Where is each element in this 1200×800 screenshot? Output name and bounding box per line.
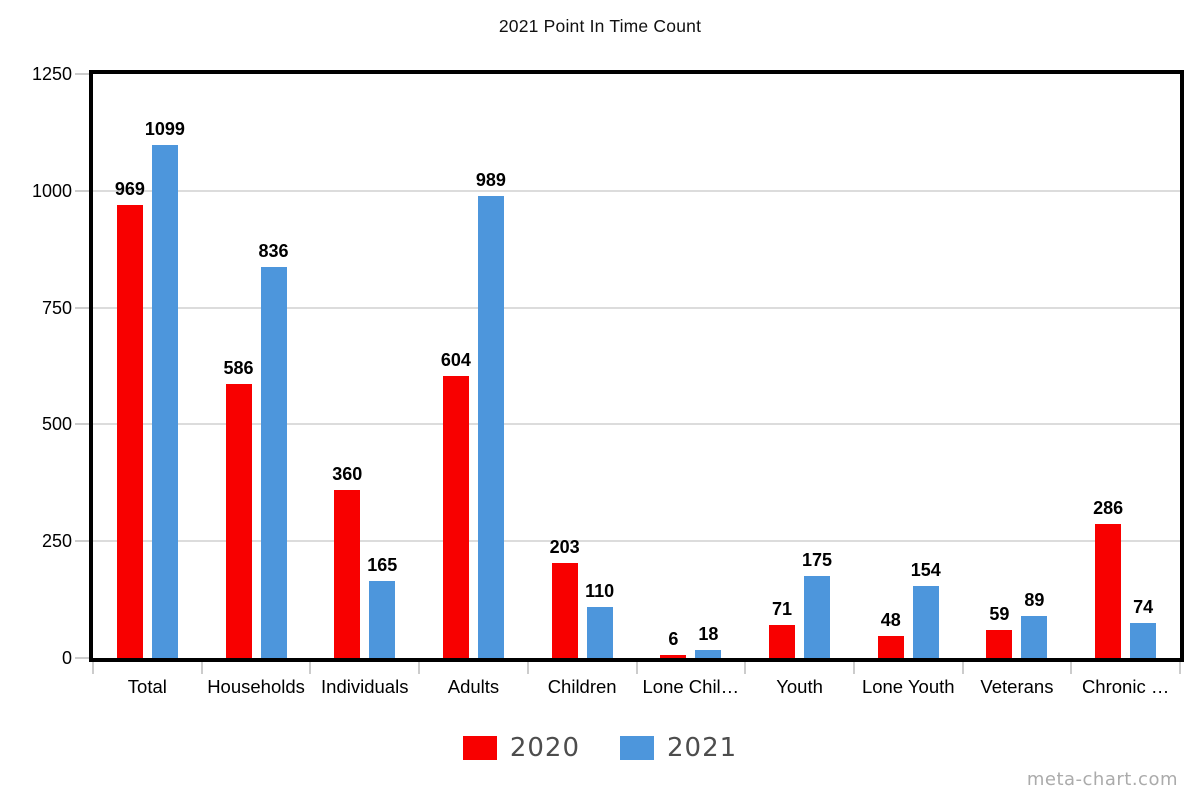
bar-value-label: 110 — [585, 581, 615, 601]
x-axis-tick-mark — [635, 662, 638, 674]
bar-value-label: 48 — [880, 610, 901, 630]
gridline — [93, 189, 1180, 192]
y-axis-tick-label: 1000 — [31, 180, 72, 201]
x-axis-tick-mark — [852, 662, 855, 674]
y-axis-tick-label: 250 — [41, 531, 72, 552]
bar-2021-Lone Youth — [912, 586, 939, 658]
x-axis-tick-mark — [961, 662, 964, 674]
bar-2021-Chronic … — [1130, 623, 1157, 658]
chart-title: 2021 Point In Time Count — [498, 16, 702, 36]
x-axis-category-label: Households — [207, 676, 305, 697]
bar-chart-plot-area: 969 1099 586 836 360 165 604 989 203 110 6 18 71 175 4… — [89, 70, 1184, 662]
bar-value-label: 89 — [1024, 590, 1045, 610]
bar-2020-Individuals — [334, 490, 361, 658]
bar-value-label: 154 — [910, 560, 941, 580]
x-axis-tick-mark — [744, 662, 747, 674]
bar-value-label: 18 — [698, 624, 719, 644]
x-axis-category-label: Veterans — [980, 676, 1054, 697]
x-axis-category-label: Individuals — [321, 676, 409, 697]
x-axis-category-label: Total — [127, 676, 167, 697]
x-axis-tick-mark — [418, 662, 421, 674]
chart-legend: 2020 2021 — [0, 733, 1200, 763]
bar-2021-Youth — [804, 576, 831, 658]
bar-value-label: 836 — [258, 241, 289, 261]
y-axis-tick-label: 750 — [41, 297, 72, 318]
bar-value-label: 1099 — [144, 119, 185, 139]
y-axis-tick-mark — [75, 657, 89, 659]
bar-2020-Adults — [442, 376, 469, 658]
legend-item-2021: 2021 — [620, 733, 737, 763]
gridline — [93, 540, 1180, 543]
legend-item-2020: 2020 — [462, 733, 580, 763]
y-axis-tick-label: 500 — [41, 414, 72, 435]
bar-value-label: 71 — [772, 599, 793, 619]
x-axis-category-label: Chronic … — [1081, 676, 1170, 697]
gridline — [93, 306, 1180, 309]
legend-swatch-2021 — [620, 736, 654, 760]
x-axis-tick-mark — [92, 662, 94, 674]
bar-2020-Lone Youth — [877, 636, 904, 658]
x-axis-category-label: Lone Chil… — [642, 676, 740, 697]
x-axis-category-label: Youth — [776, 676, 823, 697]
bar-value-label: 175 — [802, 550, 833, 570]
bar-value-label: 360 — [332, 464, 363, 484]
bar-2020-Households — [225, 384, 252, 658]
bar-2020-Children — [551, 563, 578, 658]
x-axis-category-label: Lone Youth — [861, 676, 955, 697]
x-axis-tick-mark — [526, 662, 529, 674]
bar-value-label: 604 — [440, 350, 471, 370]
bar-2021-Adults — [477, 196, 504, 658]
y-axis-tick-mark — [75, 540, 89, 543]
y-axis-tick-label: 1250 — [31, 64, 72, 84]
bar-2021-Lone Chil… — [695, 650, 722, 658]
bar-2020-Veterans — [986, 630, 1013, 658]
x-axis-tick-mark — [309, 662, 312, 674]
bar-2021-Children — [586, 607, 613, 658]
bar-value-label: 286 — [1093, 498, 1124, 518]
bar-value-label: 6 — [668, 629, 679, 649]
bar-2020-Lone Chil… — [660, 655, 687, 658]
x-axis-tick-mark — [1179, 662, 1181, 674]
bar-value-label: 59 — [989, 604, 1010, 624]
bar-2021-Total — [151, 145, 178, 658]
y-axis-tick-mark — [75, 189, 89, 192]
legend-label-2021: 2021 — [667, 733, 738, 763]
x-axis-tick-mark — [1070, 662, 1073, 674]
x-axis-tick-mark — [200, 662, 203, 674]
y-axis-tick-mark — [75, 423, 89, 426]
bar-value-label: 989 — [475, 170, 506, 190]
x-axis-category-label: Adults — [447, 676, 500, 697]
y-axis-tick-mark — [75, 306, 89, 309]
meta-chart-watermark: meta-chart.com — [1026, 769, 1178, 790]
bar-2021-Individuals — [369, 581, 396, 658]
bar-2021-Veterans — [1021, 616, 1048, 658]
bar-value-label: 586 — [223, 358, 254, 378]
y-axis-tick-mark — [75, 73, 89, 75]
y-axis-tick-label: 0 — [61, 648, 72, 668]
bar-2020-Total — [116, 205, 143, 658]
bar-value-label: 969 — [114, 179, 145, 199]
legend-swatch-2020 — [462, 736, 497, 760]
bar-2021-Households — [260, 267, 287, 658]
legend-label-2020: 2020 — [509, 733, 580, 763]
bar-2020-Youth — [769, 625, 796, 658]
gridline — [93, 423, 1180, 426]
bar-value-label: 203 — [549, 537, 580, 557]
bar-value-label: 165 — [367, 555, 398, 575]
bar-2020-Chronic … — [1095, 524, 1122, 658]
x-axis-category-label: Children — [547, 676, 617, 697]
bar-value-label: 74 — [1133, 597, 1154, 617]
